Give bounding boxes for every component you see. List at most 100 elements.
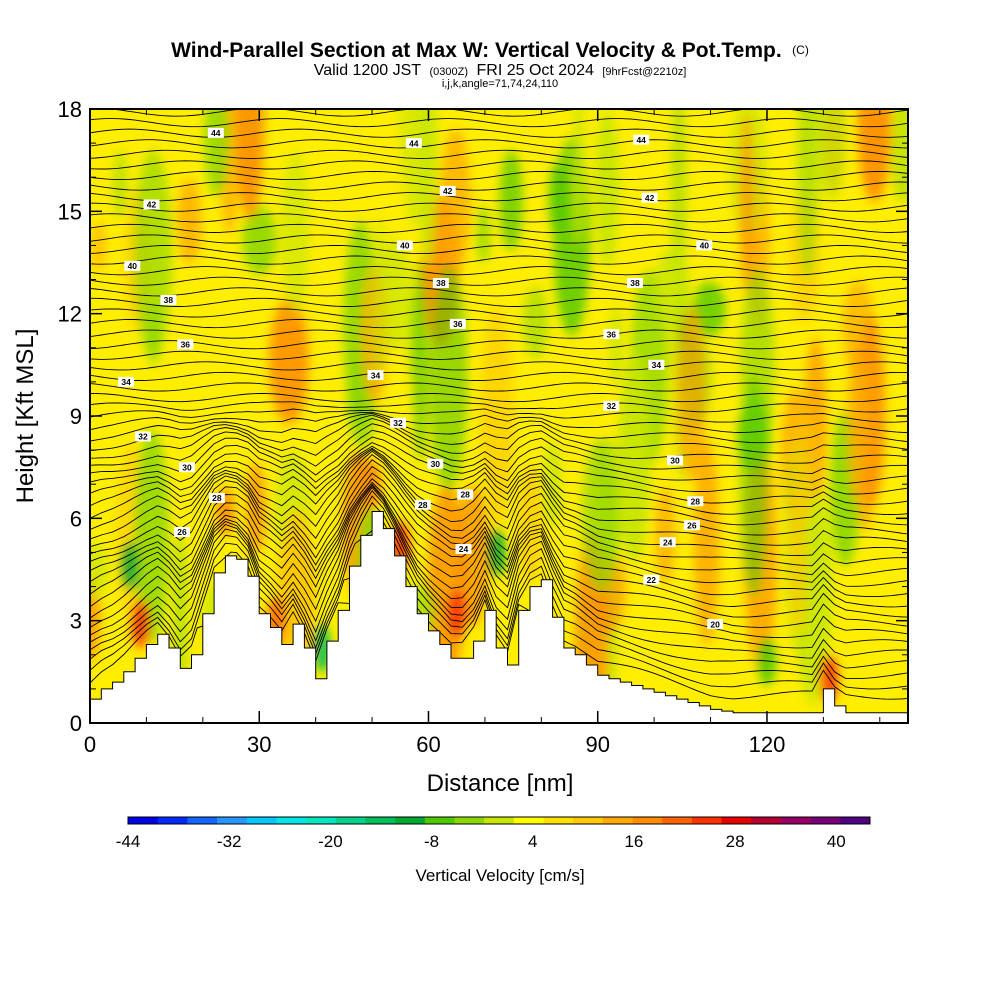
isentrope-line — [90, 447, 908, 526]
colorbar-tick-label: -44 — [116, 832, 141, 851]
isentrope-label: 26 — [174, 527, 190, 537]
velocity-cell — [654, 248, 691, 328]
isentrope-label-text: 38 — [164, 295, 174, 305]
colorbar-bin — [543, 817, 574, 824]
isentrope-line — [90, 418, 908, 464]
isentrope-label: 36 — [603, 329, 620, 339]
isentrope-line — [90, 181, 908, 191]
isentrope-label-text: 44 — [211, 128, 221, 138]
colorbar-bin — [484, 817, 515, 824]
velocity-cell — [857, 109, 892, 202]
isentrope-label-text: 28 — [460, 490, 470, 500]
isentrope-label-text: 36 — [453, 319, 463, 329]
isentrope-label: 38 — [627, 278, 643, 288]
valid-utc: (0300Z) — [430, 66, 469, 78]
isentrope-label-text: 30 — [431, 459, 441, 469]
isentrope-label-text: 34 — [652, 360, 662, 370]
velocity-cell — [203, 109, 230, 198]
isentrope-label: 40 — [696, 240, 713, 251]
isentrope-label-text: 32 — [138, 432, 148, 442]
isentrope-label: 40 — [396, 240, 413, 251]
isentrope-line — [90, 502, 908, 669]
velocity-cell — [280, 150, 310, 314]
isentrope-label: 34 — [118, 376, 135, 387]
colorbar-tick-label: 28 — [726, 832, 745, 851]
colorbar-bin — [810, 817, 841, 824]
velocity-cell — [815, 109, 847, 200]
isentrope-line — [90, 411, 908, 433]
velocity-cell — [548, 162, 566, 234]
isentrope-line — [90, 329, 908, 339]
isentrope-line — [90, 442, 908, 505]
isentrope-line — [90, 445, 908, 515]
isentrope-line — [90, 170, 908, 181]
isentrope-line — [90, 128, 908, 138]
velocity-cell — [789, 482, 807, 635]
isentrope-line — [90, 350, 908, 360]
isentrope-label-text: 26 — [687, 520, 697, 530]
isentrope-line — [90, 297, 908, 307]
isentrope-label: 32 — [603, 400, 620, 411]
isentrope-label: 24 — [455, 544, 472, 554]
colorbar-bin — [602, 817, 633, 824]
isentrope-label-text: 34 — [121, 377, 131, 387]
colorbar-bin — [335, 817, 366, 824]
isentrope-line — [90, 149, 908, 159]
isentrope-label: 44 — [405, 138, 422, 148]
isentrope-line — [90, 382, 908, 392]
velocity-cell — [177, 178, 202, 265]
isentrope-line — [90, 436, 908, 495]
isentrope-line — [90, 423, 908, 474]
isentrope-line — [90, 371, 908, 381]
isentrope-line — [90, 213, 908, 223]
colorbar-tick-label: 4 — [528, 832, 537, 851]
isentrope-line — [90, 483, 908, 618]
isentrope-label-text: 28 — [691, 497, 701, 507]
colorbar-bin — [662, 817, 693, 824]
colorbar-tick-label: 40 — [827, 832, 846, 851]
chart-title: Wind-Parallel Section at Max W: Vertical… — [171, 39, 809, 62]
velocity-cell — [758, 637, 776, 686]
colorbar-bin — [424, 817, 455, 824]
y-tick-label: 12 — [58, 302, 82, 327]
isentrope-line — [90, 459, 908, 567]
isentrope-line — [90, 202, 908, 212]
isentrope-label: 28 — [687, 496, 704, 507]
x-tick-label: 0 — [84, 732, 96, 757]
isentrope-label: 22 — [643, 574, 660, 585]
isentrope-label-text: 24 — [459, 544, 469, 554]
isentrope-line — [90, 478, 908, 598]
colorbar-bin — [632, 817, 663, 824]
isentrope-line — [90, 223, 908, 233]
isentrope-line — [90, 481, 908, 608]
colorbar-bin — [276, 817, 307, 824]
isentrope-label-text: 22 — [647, 575, 657, 585]
isentrope-label-text: 26 — [177, 527, 187, 537]
isentrope-line — [90, 495, 908, 659]
velocity-cell — [522, 286, 549, 359]
colorbar-bin — [306, 817, 337, 824]
colorbar-bin — [187, 817, 218, 824]
isentrope-line — [90, 408, 908, 423]
isentrope-line — [90, 308, 908, 318]
velocity-cell — [797, 109, 818, 281]
velocity-cell — [120, 542, 139, 591]
isentrope-label-text: 38 — [436, 278, 446, 288]
y-tick-label: 3 — [70, 609, 82, 634]
isentrope-label-text: 42 — [443, 186, 453, 196]
isentrope-line — [90, 234, 908, 244]
isentrope-line — [90, 465, 908, 577]
velocity-cell — [676, 306, 706, 481]
isentrope-label: 28 — [208, 492, 225, 503]
isentrope-label: 20 — [707, 619, 724, 629]
isentrope-label-text: 28 — [212, 493, 222, 503]
velocity-cell — [655, 487, 676, 584]
isentrope-line — [90, 266, 908, 276]
isentrope-label: 34 — [367, 370, 384, 380]
isentrope-label-text: 34 — [371, 370, 381, 380]
isentrope-label-text: 32 — [607, 401, 617, 411]
isentrope-line — [90, 340, 908, 350]
colorbar-bin — [157, 817, 188, 824]
isentrope-line — [90, 139, 908, 149]
